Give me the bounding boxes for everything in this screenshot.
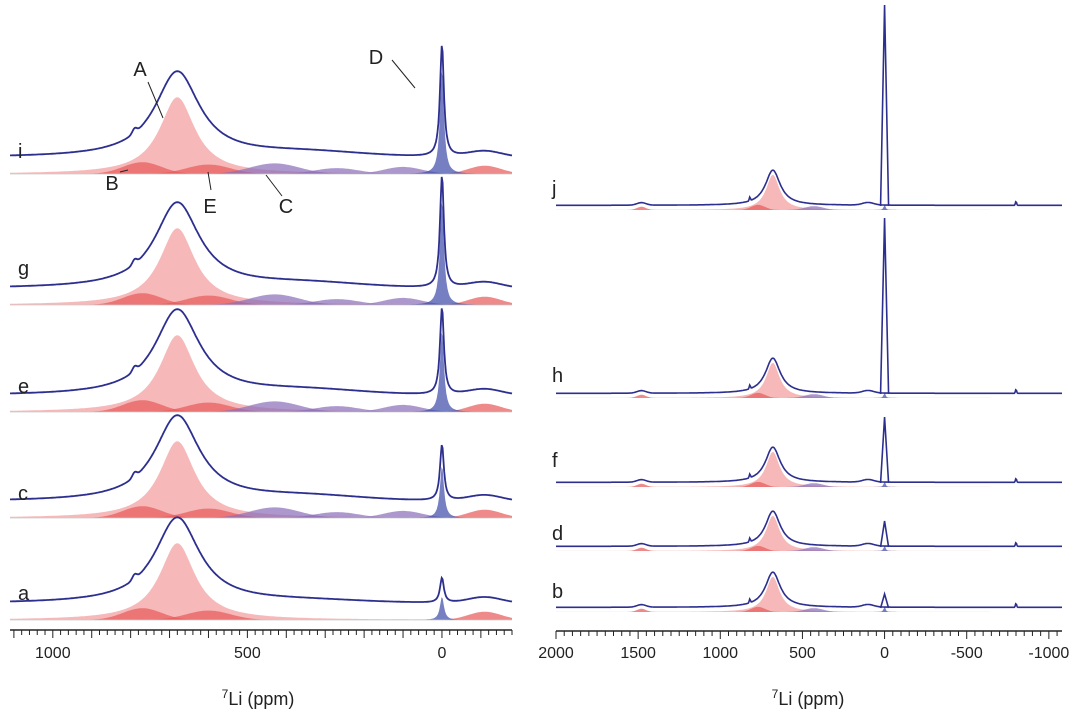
tick-label: 500 <box>789 645 816 662</box>
fit-component <box>10 297 512 305</box>
fit-component <box>10 608 512 620</box>
fit-component <box>10 332 512 412</box>
fit-component <box>556 483 1062 487</box>
spectrum-trace <box>556 571 1062 609</box>
spectrum-label: b <box>552 581 563 603</box>
fit-component <box>10 163 512 174</box>
tick-label: 2000 <box>538 645 574 662</box>
tick-label: -1000 <box>1028 645 1069 662</box>
spectrum-trace <box>556 446 1062 484</box>
fit-component <box>556 608 1062 612</box>
right-panel: j h f d b 2000 1500 1000 500 0 -500 -1000 7Li (ppm) <box>538 4 1069 709</box>
fit-component <box>10 543 512 620</box>
leader-line <box>207 171 212 191</box>
spectrum-e: e <box>10 308 513 413</box>
fit-component <box>10 162 512 174</box>
fit-component <box>10 509 512 518</box>
fit-component <box>10 611 512 620</box>
spectrum-trace <box>556 357 1062 395</box>
spectrum-label: g <box>18 258 29 280</box>
leader-line <box>119 169 129 173</box>
spectrum-label: f <box>552 450 558 472</box>
spectrum-trace <box>10 45 513 157</box>
peak-D <box>879 217 890 395</box>
spectrum-label: a <box>18 583 30 605</box>
fit-component <box>10 294 512 305</box>
fit-component <box>10 72 512 174</box>
spectrum-label: j <box>551 178 556 200</box>
fit-component <box>10 506 512 518</box>
tick-label: 1000 <box>35 645 71 662</box>
component-label-A: A <box>133 59 147 81</box>
fit-component <box>556 206 1062 210</box>
tick-label: 500 <box>234 645 261 662</box>
fit-component <box>10 441 512 518</box>
x-axis-right: 2000 1500 1000 500 0 -500 -1000 7Li (ppm) <box>538 630 1069 709</box>
fit-component <box>10 404 512 412</box>
x-axis-title: 7Li (ppm) <box>772 687 845 709</box>
tick-label: 1000 <box>702 645 738 662</box>
fit-component <box>556 547 1062 551</box>
spectrum-label: c <box>18 483 28 505</box>
spectrum-label: i <box>18 141 22 163</box>
tick-label: 1500 <box>620 645 656 662</box>
spectrum-trace <box>556 510 1062 548</box>
x-axis-left: 1000 500 0 7Li (ppm) <box>10 629 513 709</box>
peak-D <box>879 591 890 609</box>
spectrum-c: c <box>10 414 513 519</box>
fit-component <box>10 510 512 518</box>
x-axis-title: 7Li (ppm) <box>222 687 295 709</box>
spectrum-g: g <box>10 176 513 306</box>
spectrum-label: d <box>552 523 563 545</box>
leader-line <box>265 174 283 197</box>
component-annotations: A D B E C <box>105 47 416 218</box>
left-panel: i g e c a A D B E C 1000 500 0 7Li (ppm) <box>10 45 513 709</box>
spectrum-label: e <box>18 376 29 398</box>
tick-label: 0 <box>438 645 447 662</box>
spectrum-b: b <box>552 571 1062 612</box>
fit-component <box>10 507 512 518</box>
peak-D <box>879 416 890 484</box>
component-label-B: B <box>105 173 118 195</box>
spectrum-trace <box>10 414 513 501</box>
fit-component <box>556 394 1062 398</box>
spectrum-d: d <box>552 510 1062 551</box>
spectrum-trace <box>556 169 1062 207</box>
tick-label: 0 <box>880 645 889 662</box>
spectrum-trace <box>10 308 513 395</box>
spectrum-trace <box>10 176 513 288</box>
fit-component <box>10 166 512 174</box>
fit-component <box>10 401 512 412</box>
fit-component <box>10 400 512 412</box>
spectrum-h: h <box>552 217 1062 398</box>
peak-D <box>879 520 890 548</box>
tick-label: -500 <box>951 645 983 662</box>
component-label-E: E <box>203 196 216 218</box>
leader-line <box>391 59 416 89</box>
spectrum-trace <box>10 516 513 603</box>
peak-D <box>879 4 890 207</box>
leader-line <box>147 81 164 119</box>
fit-component <box>10 203 512 305</box>
spectrum-label: h <box>552 365 563 387</box>
spectrum-i: i <box>10 45 513 175</box>
fit-component <box>10 293 512 305</box>
component-label-D: D <box>369 47 383 69</box>
component-label-C: C <box>279 196 293 218</box>
spectrum-f: f <box>552 416 1062 487</box>
spectrum-a: a <box>10 516 513 621</box>
spectrum-j: j <box>551 4 1062 210</box>
